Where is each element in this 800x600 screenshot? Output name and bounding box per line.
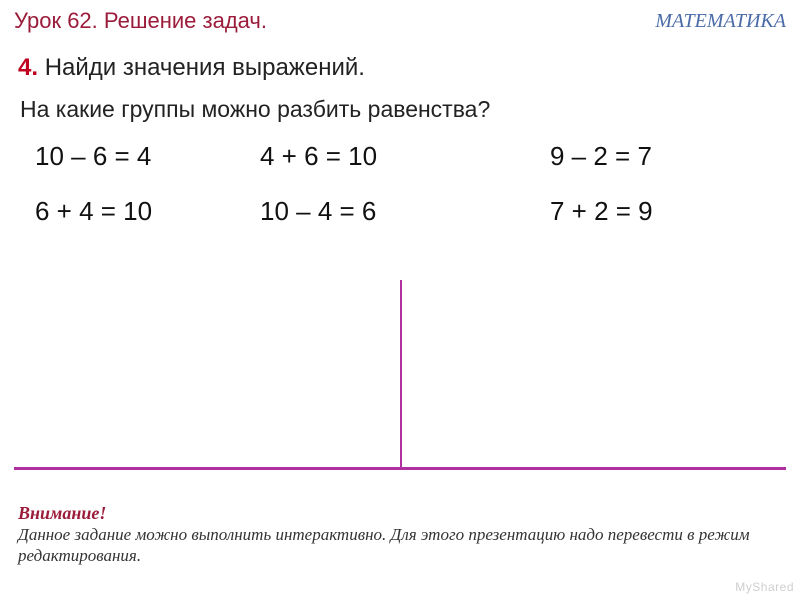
vertical-divider: [400, 280, 402, 468]
watermark-text: MyShared: [735, 580, 794, 594]
note-text: Данное задание можно выполнить интеракти…: [18, 524, 782, 567]
task-question: На какие группы можно разбить равенства?: [0, 90, 800, 141]
divider-area: [14, 280, 786, 470]
equation-cell: 10 – 4 = 6: [260, 196, 550, 227]
equation-cell: 10 – 6 = 4: [30, 141, 260, 172]
header: Урок 62. Решение задач. МАТЕМАТИКА: [0, 0, 800, 40]
task-text: Найди значения выражений.: [45, 54, 365, 81]
equations-grid: 10 – 6 = 4 4 + 6 = 10 9 – 2 = 7 6 + 4 = …: [0, 141, 800, 227]
task-prompt: 4. Найди значения выражений.: [0, 40, 800, 90]
equation-cell: 6 + 4 = 10: [30, 196, 260, 227]
lesson-title: Урок 62. Решение задач.: [14, 8, 267, 34]
equation-cell: 7 + 2 = 9: [550, 196, 653, 227]
equation-row: 6 + 4 = 10 10 – 4 = 6 7 + 2 = 9: [30, 196, 770, 227]
watermark: MyShared: [735, 580, 794, 594]
subject-label: МАТЕМАТИКА: [655, 10, 786, 33]
equation-cell: 9 – 2 = 7: [550, 141, 652, 172]
horizontal-divider: [14, 467, 786, 470]
footer-note: Внимание! Данное задание можно выполнить…: [18, 503, 782, 567]
attention-label: Внимание!: [18, 503, 782, 524]
equation-row: 10 – 6 = 4 4 + 6 = 10 9 – 2 = 7: [30, 141, 770, 172]
task-number: 4.: [18, 54, 38, 81]
equation-cell: 4 + 6 = 10: [260, 141, 550, 172]
